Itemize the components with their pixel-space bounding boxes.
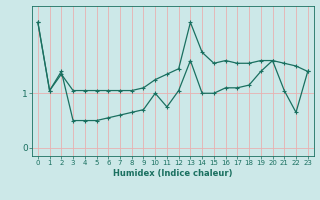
X-axis label: Humidex (Indice chaleur): Humidex (Indice chaleur) <box>113 169 233 178</box>
